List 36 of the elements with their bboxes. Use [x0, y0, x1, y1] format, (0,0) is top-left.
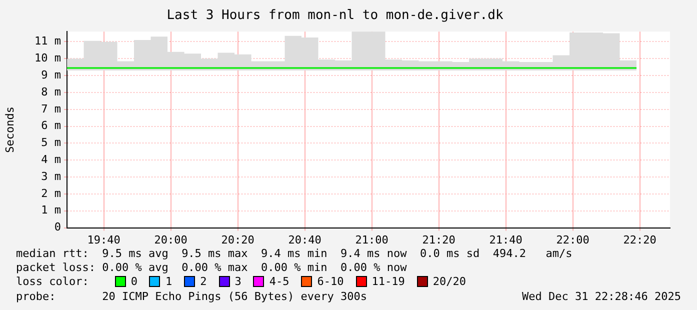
y-tick-label: 8 m — [41, 85, 62, 98]
text: 2 — [200, 275, 207, 288]
text: 0 — [130, 275, 138, 288]
x-tick-label: 19:40 — [87, 233, 120, 246]
y-tick-label: 9 m — [41, 68, 62, 82]
text: Wed Dec 31 22:28:46 2025 — [522, 290, 681, 303]
y-tick-label: 0 — [54, 220, 61, 234]
y-tick-label: 1 m — [41, 204, 62, 217]
y-tick-label: 2 m — [41, 186, 62, 200]
x-tick-label: 20:40 — [288, 233, 322, 246]
x-tick-label: 20:00 — [154, 233, 188, 246]
text: loss color: — [16, 275, 89, 288]
text: probe: 20 ICMP Echo Pings (56 Bytes) every 300s — [16, 290, 367, 303]
y-tick-label: 6 m — [41, 119, 62, 132]
text: 11-19 — [372, 275, 405, 288]
x-tick-label: 21:00 — [355, 233, 388, 246]
text: 6-10 — [317, 275, 344, 288]
x-tick-label: 21:20 — [422, 233, 456, 246]
text: median rtt: 9.5 ms avg 9.5 ms max 9.4 ms min 9.4 ms now 0.0 ms sd 494.2 am/s — [16, 247, 572, 260]
x-tick-label: 21:40 — [489, 233, 522, 246]
text: 20/20 — [432, 275, 466, 288]
y-tick-label: 5 m — [41, 136, 62, 150]
y-tick-label: 10 m — [34, 52, 62, 65]
text: 1 — [165, 275, 172, 288]
y-tick-label: 4 m — [41, 153, 62, 166]
chart-title: Last 3 Hours from mon-nl to mon-de.giver.dk — [166, 8, 504, 24]
y-tick-label: 3 m — [41, 170, 62, 183]
y-tick-label: 11 m — [34, 34, 62, 48]
text: 3 — [234, 275, 242, 288]
y-tick-label: 7 m — [41, 102, 62, 116]
y-axis-title: Seconds — [3, 106, 16, 153]
x-tick-label: 20:20 — [221, 233, 254, 246]
text: packet loss: 0.00 % avg 0.00 % max 0.00 % min 0.00 % now — [16, 261, 407, 274]
text: 4-5 — [269, 275, 290, 288]
x-tick-label: 22:20 — [623, 233, 656, 246]
x-tick-label: 22:00 — [556, 233, 590, 246]
